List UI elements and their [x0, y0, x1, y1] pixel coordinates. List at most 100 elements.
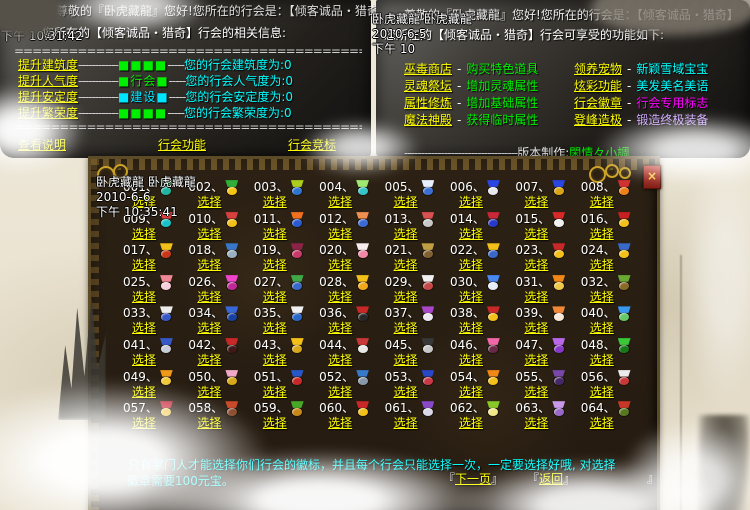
upgrade-link[interactable]: 提升安定度 — [18, 90, 79, 104]
emblem-select-link[interactable]: 选择 — [262, 258, 287, 273]
emblem-select-link[interactable]: 选择 — [328, 258, 353, 273]
emblem-number: 006、 — [449, 180, 485, 194]
emblem-select-link[interactable]: 选择 — [589, 195, 614, 209]
separator-dash: - — [457, 79, 462, 93]
emblem-select-link[interactable]: 选择 — [132, 384, 157, 399]
function-link[interactable]: 领养宠物 — [574, 62, 623, 76]
emblem-select-link[interactable]: 选择 — [132, 195, 157, 209]
emblem-select-link[interactable]: 选择 — [197, 384, 222, 399]
emblem-select-link[interactable]: 选择 — [328, 226, 353, 241]
medal-icon — [617, 337, 632, 353]
emblem-select-link[interactable]: 选择 — [458, 258, 483, 273]
emblem-select-link[interactable]: 选择 — [393, 289, 418, 304]
emblem-select-link[interactable]: 选择 — [197, 352, 222, 367]
medal-icon — [420, 180, 435, 195]
emblem-select-link[interactable]: 选择 — [524, 289, 549, 304]
function-link[interactable]: 登峰造极 — [574, 113, 623, 127]
emblem-select-link[interactable]: 选择 — [328, 321, 353, 336]
separator-dash: - — [457, 113, 462, 127]
emblem-select-link[interactable]: 选择 — [132, 226, 157, 241]
emblem-select-link[interactable]: 选择 — [524, 226, 549, 241]
emblem-select-link[interactable]: 选择 — [458, 195, 483, 209]
emblem-select-link[interactable]: 选择 — [328, 384, 353, 399]
emblem-cell: 024、 选择 — [581, 243, 646, 275]
emblem-select-link[interactable]: 选择 — [132, 321, 157, 336]
emblem-select-link[interactable]: 选择 — [458, 384, 483, 399]
guild-bidding-link[interactable]: 行会竞标 — [288, 138, 337, 152]
medal-icon — [224, 274, 239, 290]
emblem-select-link[interactable]: 选择 — [132, 416, 157, 431]
emblem-select-link[interactable]: 选择 — [393, 258, 418, 273]
emblem-select-link[interactable]: 选择 — [262, 416, 287, 431]
emblem-select-link[interactable]: 选择 — [262, 195, 287, 209]
emblem-select-link[interactable]: 选择 — [524, 258, 549, 273]
dash-line: ------------ — [78, 74, 119, 88]
emblem-select-link[interactable]: 选择 — [524, 195, 549, 209]
emblem-select-link[interactable]: 选择 — [197, 416, 222, 431]
emblem-select-link[interactable]: 选择 — [197, 321, 222, 336]
function-link[interactable]: 属性修炼 — [404, 96, 453, 110]
emblem-cell: 060、 选择 — [319, 401, 384, 433]
emblem-select-link[interactable]: 选择 — [262, 289, 287, 304]
upgrade-link[interactable]: 提升建筑度 — [18, 58, 79, 72]
emblem-select-link[interactable]: 选择 — [393, 352, 418, 367]
emblem-select-link[interactable]: 选择 — [132, 289, 157, 304]
emblem-select-link[interactable]: 选择 — [589, 321, 614, 336]
emblem-select-link[interactable]: 选择 — [393, 416, 418, 431]
emblem-select-link[interactable]: 选择 — [393, 384, 418, 399]
upgrade-link[interactable]: 提升人气度 — [18, 74, 79, 88]
emblem-select-link[interactable]: 选择 — [589, 416, 614, 431]
emblem-number: 042、 — [188, 337, 224, 352]
emblem-select-link[interactable]: 选择 — [524, 321, 549, 336]
emblem-select-link[interactable]: 选择 — [262, 352, 287, 367]
function-link[interactable]: 炫彩功能 — [574, 79, 623, 93]
emblem-number: 001、 — [123, 180, 158, 194]
emblem-select-link[interactable]: 选择 — [458, 352, 483, 367]
emblem-select-link[interactable]: 选择 — [524, 352, 549, 367]
emblem-number: 033、 — [123, 306, 158, 321]
emblem-select-link[interactable]: 选择 — [132, 352, 157, 367]
emblem-select-link[interactable]: 选择 — [328, 352, 353, 367]
emblem-cell: 001、 选择 — [123, 180, 188, 212]
emblem-select-link[interactable]: 选择 — [197, 289, 222, 304]
function-link[interactable]: 魔法神殿 — [404, 113, 453, 127]
emblem-select-link[interactable]: 选择 — [328, 195, 353, 209]
emblem-select-link[interactable]: 选择 — [393, 195, 418, 209]
guild-functions-link[interactable]: 行会功能 — [158, 138, 207, 152]
function-link[interactable]: 行会徽章 — [574, 96, 623, 110]
emblem-select-link[interactable]: 选择 — [524, 416, 549, 431]
emblem-select-link[interactable]: 选择 — [197, 195, 222, 209]
emblem-number: 049、 — [123, 369, 158, 384]
emblem-select-link[interactable]: 选择 — [197, 258, 222, 273]
next-page-link[interactable]: 下一页 — [455, 472, 492, 486]
emblem-select-link[interactable]: 选择 — [393, 321, 418, 336]
emblem-select-link[interactable]: 选择 — [458, 226, 483, 241]
emblem-select-link[interactable]: 选择 — [524, 384, 549, 399]
emblem-select-link[interactable]: 选择 — [589, 289, 614, 304]
emblem-select-link[interactable]: 选择 — [393, 226, 418, 241]
emblem-select-link[interactable]: 选择 — [132, 258, 157, 273]
emblem-select-link[interactable]: 选择 — [262, 226, 287, 241]
emblem-select-link[interactable]: 选择 — [197, 226, 222, 241]
emblem-select-link[interactable]: 选择 — [458, 416, 483, 431]
medal-icon — [159, 211, 174, 227]
emblem-select-link[interactable]: 选择 — [328, 289, 353, 304]
emblem-select-link[interactable]: 选择 — [589, 258, 614, 273]
medal-icon — [420, 274, 435, 290]
view-help-link[interactable]: 查看说明 — [18, 138, 67, 152]
function-link[interactable]: 灵魂祭坛 — [404, 79, 453, 93]
upgrade-link[interactable]: 提升繁荣度 — [18, 106, 79, 120]
emblem-cell: 032、 选择 — [581, 274, 646, 307]
function-row: 行会徽章 - 行会专用标志 — [574, 96, 708, 111]
emblem-select-link[interactable]: 选择 — [589, 226, 614, 241]
emblem-select-link[interactable]: 选择 — [458, 289, 483, 304]
medal-icon — [486, 274, 501, 290]
emblem-select-link[interactable]: 选择 — [262, 321, 287, 336]
emblem-select-link[interactable]: 选择 — [589, 352, 614, 367]
emblem-select-link[interactable]: 选择 — [589, 384, 614, 399]
emblem-select-link[interactable]: 选择 — [262, 384, 287, 399]
back-link[interactable]: 返回 — [539, 472, 564, 486]
emblem-select-link[interactable]: 选择 — [458, 321, 483, 336]
function-link[interactable]: 巫毒商店 — [404, 62, 453, 76]
emblem-select-link[interactable]: 选择 — [328, 416, 353, 431]
